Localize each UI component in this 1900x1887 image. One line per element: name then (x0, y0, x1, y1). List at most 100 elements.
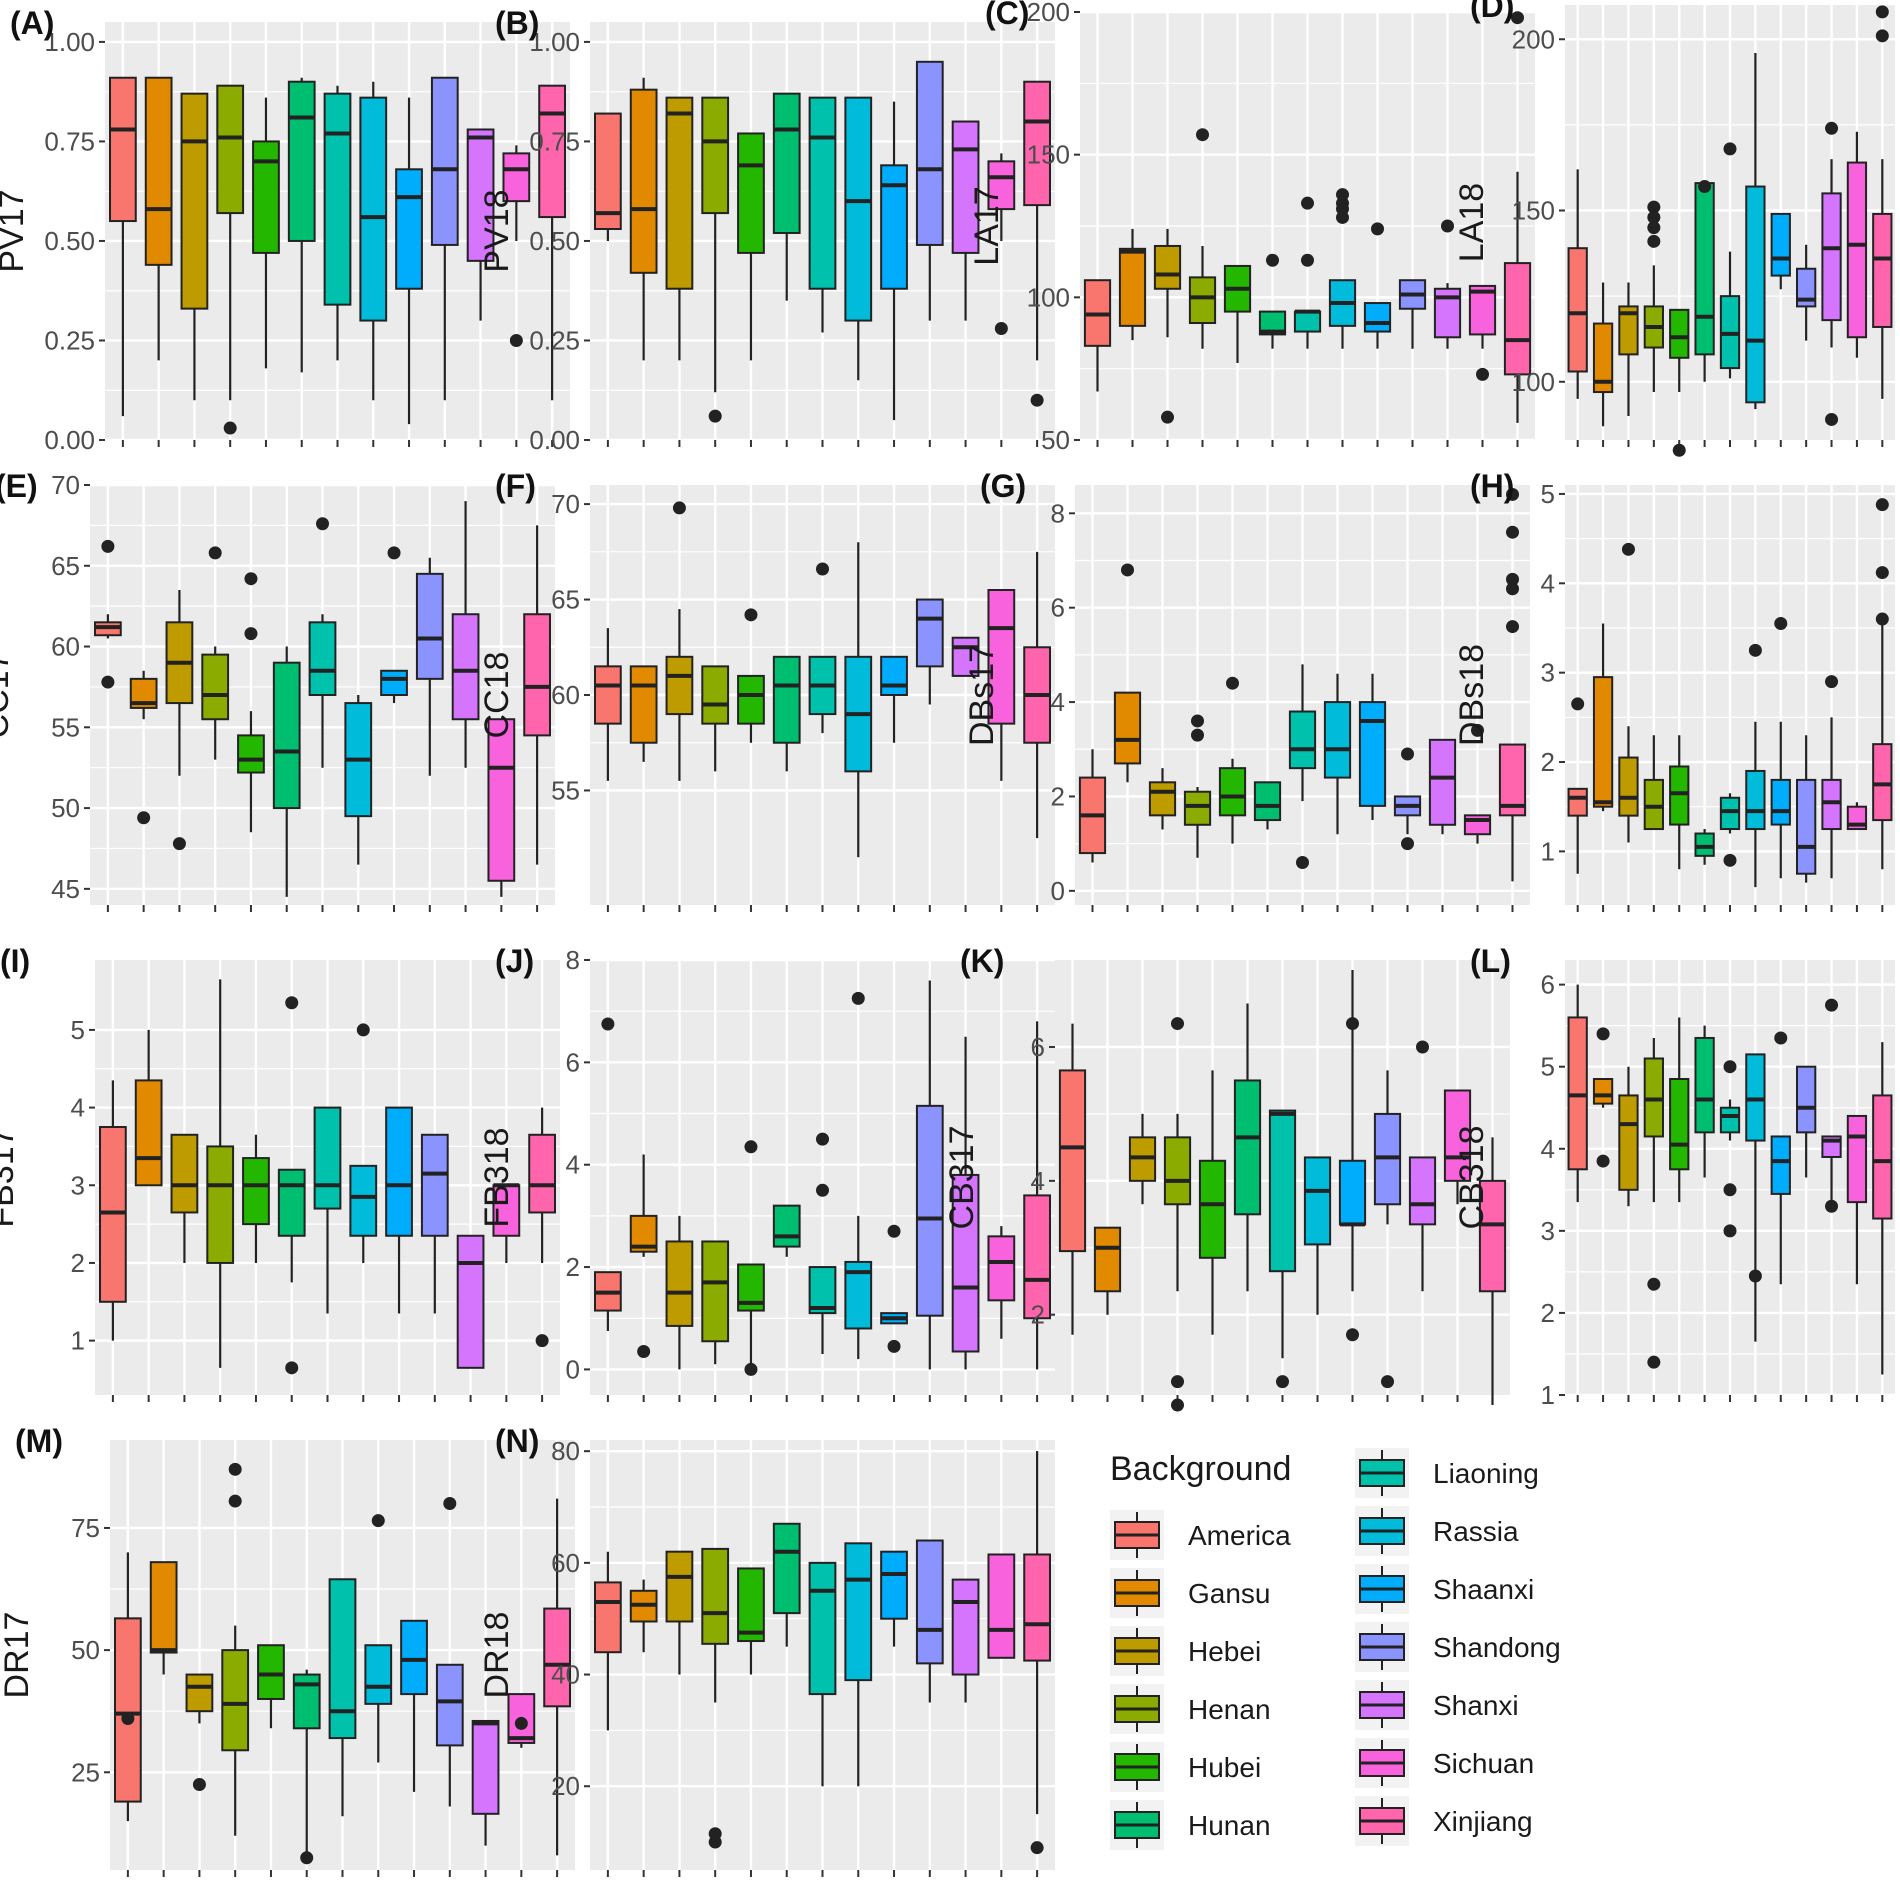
y-tick-label: 6 (1031, 1032, 1045, 1062)
box-gansu (1592, 282, 1614, 427)
outlier-point (1647, 1355, 1661, 1369)
y-tick-label: 3 (1541, 658, 1555, 688)
box-body (1358, 701, 1387, 807)
panel-tag: (N) (495, 1423, 539, 1459)
box-body (144, 76, 173, 266)
y-tick-label: 20 (551, 1771, 580, 1801)
outlier-point (1030, 393, 1044, 407)
outlier-point (509, 333, 523, 347)
box-hubei (1669, 1017, 1690, 1203)
outlier-point (1301, 196, 1314, 210)
box-shandong (915, 1539, 944, 1703)
box-liaoning (808, 1266, 837, 1355)
box-xinjiang (1023, 551, 1051, 839)
box-body (1498, 743, 1527, 817)
box-body (1618, 756, 1639, 817)
box-shaanxi (400, 1619, 428, 1792)
box-shanxi (451, 501, 480, 768)
y-tick-label: 0.50 (44, 226, 95, 256)
box-hunan (1258, 310, 1287, 349)
outlier-point (1571, 697, 1585, 711)
box-henan (1643, 265, 1664, 393)
y-tick-label: 25 (71, 1757, 100, 1787)
box-xinjiang (1498, 743, 1527, 882)
box-gansu (1118, 228, 1147, 341)
box-sichuan (487, 718, 516, 897)
outlier-point (1381, 1375, 1394, 1389)
box-shandong (1398, 279, 1427, 349)
outlier-point (285, 996, 299, 1010)
box-rassia (844, 96, 873, 381)
legend-item-liaoning: Liaoning (1355, 1448, 1539, 1498)
box-hubei (1669, 308, 1690, 393)
outlier-point (1266, 253, 1279, 267)
box-hebei (665, 609, 694, 781)
y-tick-label: 3 (1541, 1216, 1555, 1246)
box-body (665, 655, 694, 716)
box-shanxi (1428, 738, 1457, 835)
box-xinjiang (1872, 1042, 1893, 1375)
box-america (109, 76, 137, 417)
outlier-point (1336, 188, 1349, 202)
box-body (237, 734, 265, 774)
box-hunan (287, 77, 316, 373)
box-hunan (772, 1204, 801, 1257)
box-hunan (292, 1669, 321, 1856)
box-body (594, 112, 622, 231)
box-body (502, 152, 531, 203)
box-rassia (364, 1644, 393, 1763)
box-hubei (252, 97, 280, 369)
outlier-point (816, 1132, 829, 1146)
outlier-point (851, 991, 865, 1005)
box-body (435, 1663, 464, 1747)
outlier-point (1647, 1277, 1661, 1291)
box-america (94, 614, 122, 639)
box-shanxi (951, 1578, 980, 1703)
outlier-point (1030, 1841, 1044, 1855)
box-gansu (629, 1154, 658, 1257)
y-tick-label: 60 (51, 632, 80, 662)
y-tick-label: 4 (1051, 687, 1065, 717)
box-hunan (772, 1522, 801, 1647)
legend-item-shanxi: Shanxi (1355, 1680, 1519, 1730)
box-body (257, 1644, 285, 1700)
y-tick-label: 0 (566, 1354, 580, 1384)
box-body (1669, 1078, 1690, 1171)
outlier-point (1506, 572, 1519, 586)
box-body (364, 1644, 393, 1705)
outlier-point (514, 1716, 528, 1730)
box-henan (1188, 245, 1217, 349)
box-america (1567, 169, 1588, 399)
box-body (808, 1266, 837, 1315)
panel-tag: (J) (495, 943, 534, 979)
box-body (1153, 244, 1182, 290)
box-shandong (1796, 1065, 1817, 1178)
outlier-point (137, 811, 151, 825)
box-body (1745, 185, 1766, 404)
box-hunan (1694, 182, 1715, 382)
box-rassia (844, 542, 873, 858)
box-hunan (1694, 1025, 1715, 1178)
outlier-point (1506, 620, 1519, 634)
outlier-point (1416, 1040, 1429, 1054)
box-liaoning (808, 1561, 837, 1787)
box-body (737, 1567, 765, 1643)
legend-item-shandong: Shandong (1355, 1622, 1561, 1672)
outlier-point (1647, 210, 1661, 224)
box-america (99, 1080, 127, 1341)
box-body (323, 92, 352, 306)
box-henan (1163, 1113, 1192, 1292)
outlier-point (1875, 29, 1889, 43)
box-xinjiang (538, 84, 566, 401)
box-hunan (272, 646, 301, 897)
box-hunan (772, 655, 801, 772)
box-body (808, 96, 837, 290)
box-body (1468, 284, 1497, 336)
box-body (538, 84, 566, 219)
outlier-point (1506, 525, 1519, 539)
box-liaoning (1268, 1109, 1297, 1359)
outlier-point (228, 1462, 242, 1476)
outlier-point (1346, 1017, 1359, 1031)
outlier-point (192, 1777, 206, 1791)
